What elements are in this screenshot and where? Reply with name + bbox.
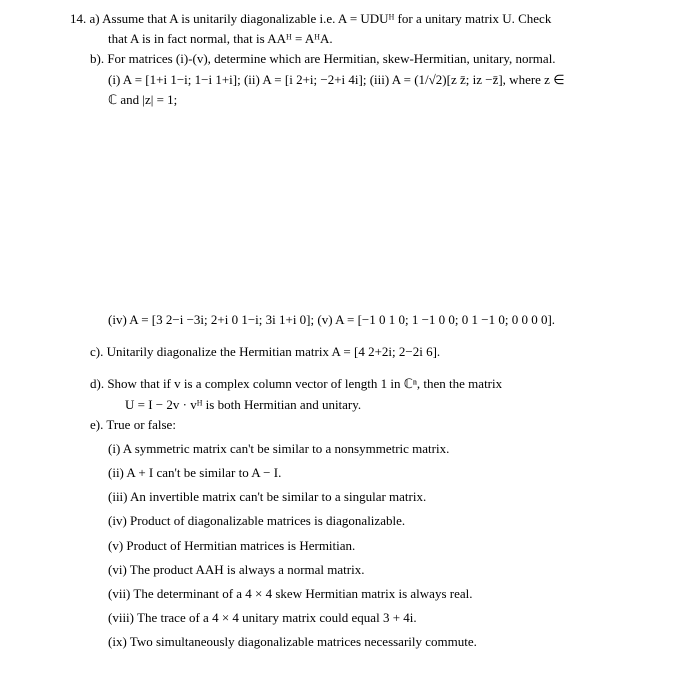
q14-e-vii: (vii) The determinant of a 4 × 4 skew He… [70,585,630,603]
q14-e-intro: e). True or false: [70,416,630,434]
q14-d-line2: U = I − 2v · vᴴ is both Hermitian and un… [70,396,630,414]
q14-b-matrices1: (i) A = [1+i 1−i; 1−i 1+i]; (ii) A = [i … [70,71,630,89]
q14-a-line2: that A is in fact normal, that is AAᴴ = … [70,30,630,48]
q14-d-line1: d). Show that if v is a complex column v… [70,375,630,393]
q14-e-ii: (ii) A + I can't be similar to A − I. [70,464,630,482]
q14-e-viii: (viii) The trace of a 4 × 4 unitary matr… [70,609,630,627]
q14-e-iii: (iii) An invertible matrix can't be simi… [70,488,630,506]
q14-b-matrices2: (iv) A = [3 2−i −3i; 2+i 0 1−i; 3i 1+i 0… [70,311,630,329]
q14-b-intro: b). For matrices (i)-(v), determine whic… [70,50,630,68]
q14-a-line1: 14. a) Assume that A is unitarily diagon… [70,10,630,28]
q14-e-iv: (iv) Product of diagonalizable matrices … [70,512,630,530]
q14-e-vi: (vi) The product AAH is always a normal … [70,561,630,579]
q14-b-matrices1-cont: ℂ and |z| = 1; [70,91,630,109]
q14-e-i: (i) A symmetric matrix can't be similar … [70,440,630,458]
q14-e-ix: (ix) Two simultaneously diagonalizable m… [70,633,630,651]
q14-e-v: (v) Product of Hermitian matrices is Her… [70,537,630,555]
q14-c: c). Unitarily diagonalize the Hermitian … [70,343,630,361]
